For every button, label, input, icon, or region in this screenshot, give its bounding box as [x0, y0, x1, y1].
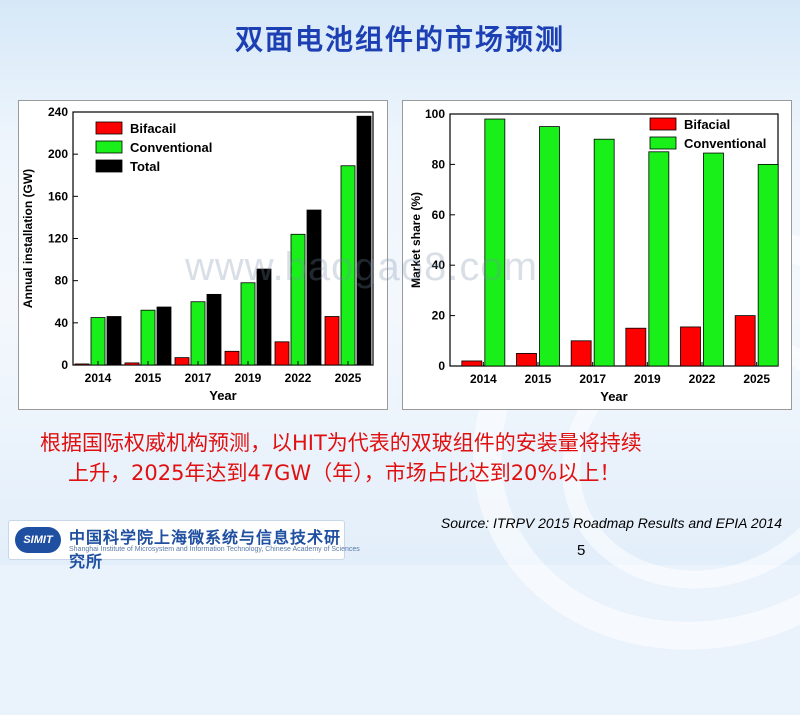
- bar-bifacail-2019: [224, 350, 240, 366]
- bar-bifacial-2015: [516, 352, 537, 367]
- x-tick-label: 2025: [743, 372, 770, 386]
- bar-bifacail-2015: [124, 362, 140, 366]
- y-tick-label: 160: [48, 189, 68, 203]
- simit-logo-icon: SIMIT: [15, 527, 61, 553]
- bar-conventional-2017: [190, 301, 206, 366]
- bar-bifacail-2017: [174, 357, 190, 366]
- x-axis-label: Year: [600, 389, 627, 404]
- bar-bifacail-2025: [324, 316, 340, 366]
- y-tick-label: 120: [48, 232, 68, 246]
- x-tick-label: 2022: [689, 372, 716, 386]
- bar-conventional-2014: [90, 317, 106, 366]
- bar-conventional-2015: [539, 126, 560, 367]
- bar-conventional-2019: [240, 282, 256, 366]
- x-tick-label: 2019: [235, 371, 262, 385]
- x-tick-label: 2017: [579, 372, 606, 386]
- bar-bifacial-2017: [570, 340, 592, 367]
- bar-bifacail-2014: [74, 363, 90, 366]
- conclusion-text: 根据国际权威机构预测，以HIT为代表的双玻组件的安装量将持续 上升，2025年达…: [40, 428, 780, 488]
- y-tick-label: 240: [48, 105, 68, 119]
- y-tick-label: 80: [432, 157, 446, 171]
- bar-total-2014: [106, 316, 122, 366]
- y-tick-label: 60: [432, 208, 446, 222]
- conclusion-line-2: 上升，2025年达到47GW（年），市场占比达到20%以上！: [68, 461, 621, 485]
- legend-swatch-conventional: [649, 136, 677, 150]
- x-tick-label: 2017: [185, 371, 212, 385]
- bar-conventional-2017: [593, 138, 615, 367]
- y-tick-label: 40: [432, 258, 446, 272]
- x-tick-label: 2019: [634, 372, 661, 386]
- legend-label-conventional: Conventional: [684, 136, 766, 151]
- y-tick-label: 80: [55, 274, 69, 288]
- bar-conventional-2025: [757, 164, 779, 367]
- bar-bifacail-2022: [274, 341, 290, 366]
- legend-swatch-bifacail: [95, 121, 123, 135]
- legend-swatch-conventional: [95, 140, 123, 154]
- bar-total-2019: [256, 268, 272, 366]
- legend-label-conventional: Conventional: [130, 140, 212, 155]
- bar-conventional-2015: [140, 309, 156, 366]
- bar-bifacial-2019: [625, 327, 647, 367]
- market-share-chart: 0 20 40 60 80 100 Market share (%) 2014 2015 2017…: [402, 100, 792, 410]
- legend-label-total: Total: [130, 159, 160, 174]
- bar-bifacial-2025: [734, 315, 756, 367]
- source-citation: Source: ITRPV 2015 Roadmap Results and E…: [440, 515, 782, 531]
- bar-conventional-2014: [484, 118, 506, 367]
- bar-conventional-2019: [648, 151, 670, 367]
- x-tick-label: 2014: [85, 371, 112, 385]
- x-tick-label: 2014: [470, 372, 497, 386]
- bar-conventional-2022: [703, 152, 724, 367]
- y-tick-label: 0: [438, 359, 445, 373]
- bar-bifacial-2022: [680, 326, 701, 367]
- y-tick-label: 40: [55, 316, 69, 330]
- legend-swatch-total: [95, 159, 123, 173]
- x-tick-label: 2022: [285, 371, 312, 385]
- institute-name-english: Shanghai Institute of Microsystem and In…: [69, 546, 360, 553]
- institute-logo: SIMIT 中国科学院上海微系统与信息技术研究所 Shanghai Instit…: [8, 520, 360, 571]
- legend-label-bifacail: Bifacail: [130, 121, 176, 136]
- legend-label-bifacial: Bifacial: [684, 117, 730, 132]
- page-number: 5: [577, 542, 586, 559]
- bar-total-2015: [156, 306, 172, 366]
- x-tick-label: 2015: [135, 371, 162, 385]
- y-tick-label: 0: [61, 358, 68, 372]
- bar-total-2022: [306, 209, 322, 366]
- y-axis-label: Market share (%): [409, 192, 423, 288]
- y-tick-label: 100: [425, 107, 445, 121]
- y-axis-label: Annual installation (GW): [21, 169, 35, 308]
- y-tick-label: 20: [432, 309, 446, 323]
- legend-swatch-bifacial: [649, 117, 677, 131]
- x-tick-label: 2025: [335, 371, 362, 385]
- bar-total-2025: [356, 115, 372, 366]
- slide-title: 双面电池组件的市场预测: [234, 23, 565, 56]
- conclusion-line-1: 根据国际权威机构预测，以HIT为代表的双玻组件的安装量将持续: [40, 431, 642, 455]
- x-axis-label: Year: [209, 388, 236, 403]
- watermark-text: www.baogao8.com: [185, 245, 538, 289]
- x-tick-label: 2015: [525, 372, 552, 386]
- y-tick-label: 200: [48, 147, 68, 161]
- bar-total-2017: [206, 293, 222, 366]
- installation-chart: 0 40 80 120 160 200 240 Annual installation (GW…: [18, 100, 388, 410]
- bar-bifacial-2014: [461, 360, 483, 367]
